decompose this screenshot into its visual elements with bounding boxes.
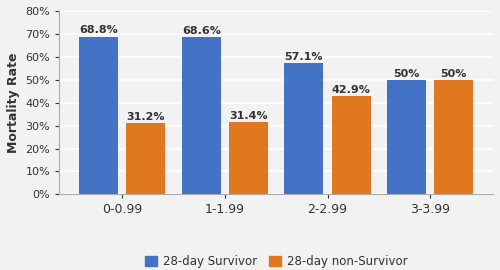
Bar	[332, 96, 370, 194]
Text: 31.2%: 31.2%	[126, 112, 165, 122]
Bar	[126, 123, 166, 194]
Bar	[387, 80, 426, 194]
Text: 68.8%: 68.8%	[79, 25, 118, 35]
Bar	[229, 122, 268, 194]
Text: 68.6%: 68.6%	[182, 26, 220, 36]
Bar	[79, 37, 118, 194]
Text: 50%: 50%	[394, 69, 420, 79]
Text: 42.9%: 42.9%	[332, 85, 370, 95]
Text: 31.4%: 31.4%	[229, 111, 268, 121]
Bar	[182, 37, 220, 194]
Text: 50%: 50%	[440, 69, 467, 79]
Y-axis label: Mortality Rate: Mortality Rate	[7, 52, 20, 153]
Text: 57.1%: 57.1%	[284, 52, 323, 62]
Legend: 28-day Survivor, 28-day non-Survivor: 28-day Survivor, 28-day non-Survivor	[140, 251, 412, 270]
Bar	[284, 63, 324, 194]
Bar	[434, 80, 474, 194]
